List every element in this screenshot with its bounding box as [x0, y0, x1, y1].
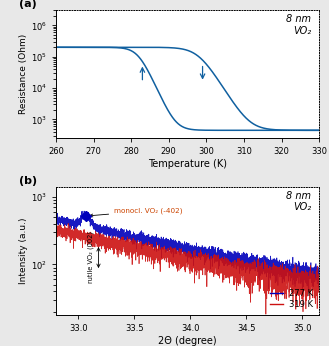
- Legend: 277 K, 319 K: 277 K, 319 K: [268, 288, 315, 311]
- Text: (a): (a): [19, 0, 37, 9]
- Text: (b): (b): [19, 176, 37, 186]
- Text: rutile VO₂ (002): rutile VO₂ (002): [88, 231, 94, 283]
- Y-axis label: Resistance (Ohm): Resistance (Ohm): [19, 34, 28, 115]
- X-axis label: Temperature (K): Temperature (K): [148, 159, 227, 169]
- Text: 8 nm
VO₂: 8 nm VO₂: [286, 14, 311, 36]
- Y-axis label: Intensity (a.u.): Intensity (a.u.): [19, 218, 28, 284]
- Text: 8 nm
VO₂: 8 nm VO₂: [286, 191, 311, 212]
- Text: monocl. VO₂ (-402): monocl. VO₂ (-402): [90, 208, 183, 217]
- X-axis label: 2Θ (degree): 2Θ (degree): [158, 336, 217, 346]
